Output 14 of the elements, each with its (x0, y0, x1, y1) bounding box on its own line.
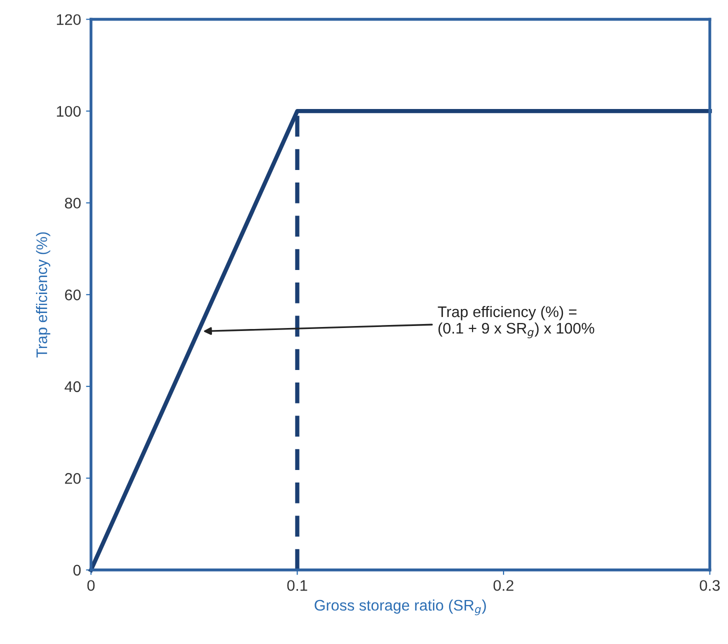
x-tick-label: 0.3 (700, 580, 720, 591)
y-tick-label: 80 (64, 198, 81, 209)
y-tick-label: 0 (73, 564, 81, 576)
x-tick-label: 0.2 (494, 580, 514, 591)
y-tick-label: 40 (64, 381, 81, 392)
y-axis-title: Trap efficiency (%) (36, 232, 50, 358)
y-tick-label: 120 (56, 14, 81, 26)
y-tick-label: 20 (65, 473, 81, 484)
annotation: Trap efficiency (%) = (0.1 + 9 x SR$_{g}$) x 100% (438, 306, 594, 338)
x-tick-label: 0.1 (287, 580, 308, 591)
y-tick-label: 60 (65, 290, 81, 300)
x-axis-title: Gross storage ratio (SR$_{g}$) (314, 599, 486, 616)
x-tick-label: 0 (87, 580, 95, 591)
y-tick-label: 100 (56, 106, 81, 117)
